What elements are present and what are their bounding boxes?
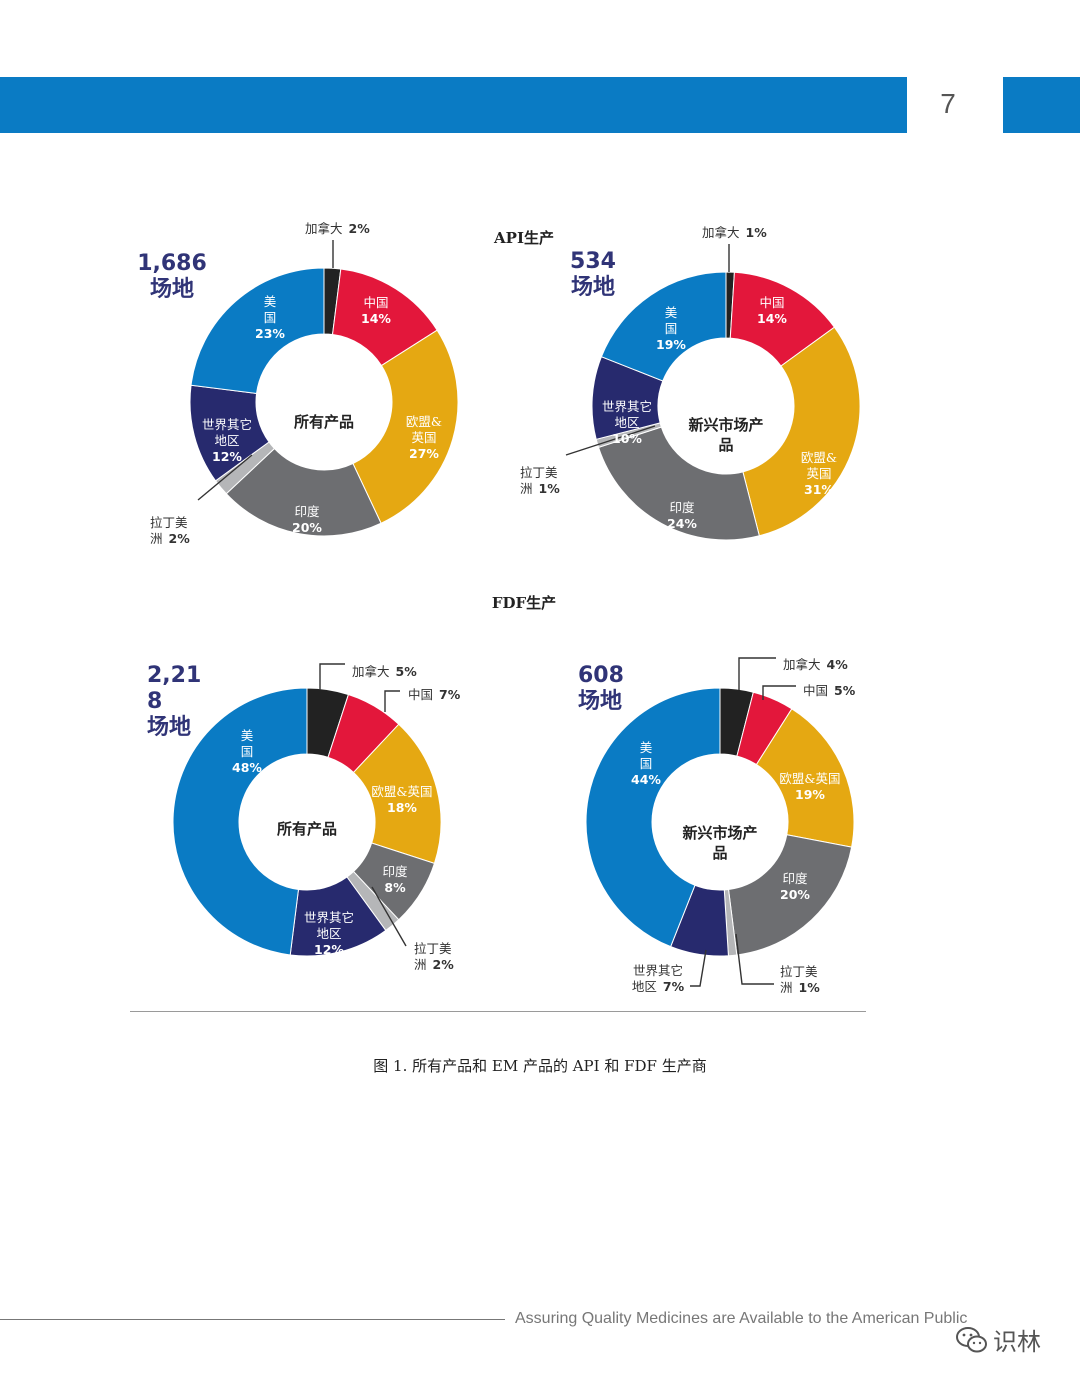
leader-line-latin-america	[735, 933, 774, 985]
chart-fdf-em-products: 加拿大 4% 中国 5% 欧盟&英国 19% 印度 20% 拉丁美洲 1% 世界其它地区 7% 美国 44…	[578, 657, 856, 995]
leader-line-canada	[738, 657, 776, 690]
figure-rule	[130, 1011, 866, 1012]
slice-eu-uk	[742, 326, 861, 537]
leader-line-china	[762, 685, 796, 700]
leader-line-china	[384, 690, 400, 712]
slice-label-eu-uk: 欧盟&英国 19%	[779, 771, 840, 802]
slice-label-india: 印度 20%	[292, 504, 322, 535]
leader-line-latin-america	[371, 886, 407, 947]
slice-label-china: 中国 7%	[408, 687, 461, 702]
leader-line-row	[690, 949, 707, 987]
slice-label-latin-america: 拉丁美洲 2%	[414, 941, 454, 972]
center-label: 新兴市场产品	[688, 416, 763, 454]
slice-label-eu-uk: 欧盟&英国 27%	[406, 414, 442, 461]
donut-charts-figure: API生产 FDF生产 加拿大 2% 中国 14% 欧盟&英国 27% 印度 20% 拉丁美洲 2…	[137, 221, 861, 995]
slice-label-row: 世界其它地区 10%	[602, 399, 652, 446]
center-label: 新兴市场产品	[682, 824, 757, 862]
slice-usa	[172, 687, 308, 956]
slice-usa	[600, 271, 727, 382]
slice-label-latin-america: 拉丁美洲 1%	[780, 964, 820, 995]
slice-usa	[585, 687, 721, 948]
slice-label-canada: 加拿大 2%	[305, 221, 370, 236]
slice-label-latin-america: 拉丁美洲 2%	[150, 515, 190, 546]
leader-line-latin-america	[197, 454, 253, 501]
slice-eu-uk	[352, 329, 459, 524]
section-title-fdf: FDF生产	[492, 594, 556, 612]
header-band	[0, 77, 907, 133]
slice-india	[597, 426, 760, 541]
footer-rule	[0, 1319, 505, 1320]
slice-label-usa: 美国 48%	[232, 728, 262, 775]
center-label: 所有产品	[294, 413, 354, 431]
wechat-icon	[956, 1326, 987, 1352]
slice-label-row: 世界其它地区 12%	[304, 910, 354, 957]
slice-label-usa: 美国 19%	[656, 305, 686, 352]
chart-fdf-all-products: 加拿大 5% 中国 7% 欧盟&英国 18% 印度 8% 拉丁美洲 2% 世界其它地区 12% 美国 48…	[147, 663, 461, 972]
site-count: 2,21 8 场地	[147, 663, 201, 740]
slice-label-canada: 加拿大 4%	[783, 657, 848, 672]
slice-label-india: 印度 24%	[667, 500, 697, 531]
leader-line-latin-america	[565, 425, 656, 456]
center-label: 所有产品	[277, 820, 337, 838]
slice-label-china: 中国 5%	[803, 683, 856, 698]
slice-label-usa: 美国 23%	[255, 294, 285, 341]
slice-label-usa: 美国 44%	[631, 740, 661, 787]
site-count: 1,686 场地	[137, 251, 207, 302]
slice-india	[225, 447, 382, 537]
watermark: 识林	[955, 1322, 1041, 1357]
slice-label-china: 中国 14%	[361, 295, 391, 326]
slice-label-canada: 加拿大 5%	[352, 664, 417, 679]
watermark-text: 识林	[993, 1328, 1041, 1356]
slice-label-row: 世界其它地区 12%	[202, 417, 252, 464]
slice-eu-uk	[755, 708, 855, 848]
page-number: 7	[940, 88, 956, 119]
footer-text: Assuring Quality Medicines are Available…	[515, 1310, 968, 1327]
slice-label-latin-america: 拉丁美洲 1%	[520, 465, 560, 496]
slice-label-row: 世界其它地区 7%	[632, 963, 685, 994]
header-band-right	[1003, 77, 1080, 133]
slice-label-china: 中国 14%	[757, 295, 787, 326]
site-count: 608 场地	[578, 663, 624, 714]
slice-label-eu-uk: 欧盟&英国 18%	[371, 784, 432, 815]
slice-label-canada: 加拿大 1%	[702, 225, 767, 240]
figure-caption: 图 1. 所有产品和 EM 产品的 API 和 FDF 生产商	[373, 1057, 707, 1075]
slice-india	[727, 834, 853, 956]
leader-line-canada	[319, 663, 345, 690]
slice-label-eu-uk: 欧盟&英国 31%	[801, 450, 837, 497]
chart-api-all-products: 加拿大 2% 中国 14% 欧盟&英国 27% 印度 20% 拉丁美洲 2% 世界其它地区 12% 美国…	[137, 221, 459, 546]
chart-api-em-products: 加拿大 1% 中国 14% 欧盟&英国 31% 印度 24% 拉丁美洲 1% 世界其它地区 10%美国…	[520, 225, 861, 541]
slice-usa	[190, 267, 325, 395]
site-count: 534 场地	[570, 249, 616, 300]
slice-label-india: 印度 20%	[780, 871, 810, 902]
slice-label-india: 印度 8%	[382, 864, 408, 895]
section-title-api: API生产	[493, 229, 554, 247]
